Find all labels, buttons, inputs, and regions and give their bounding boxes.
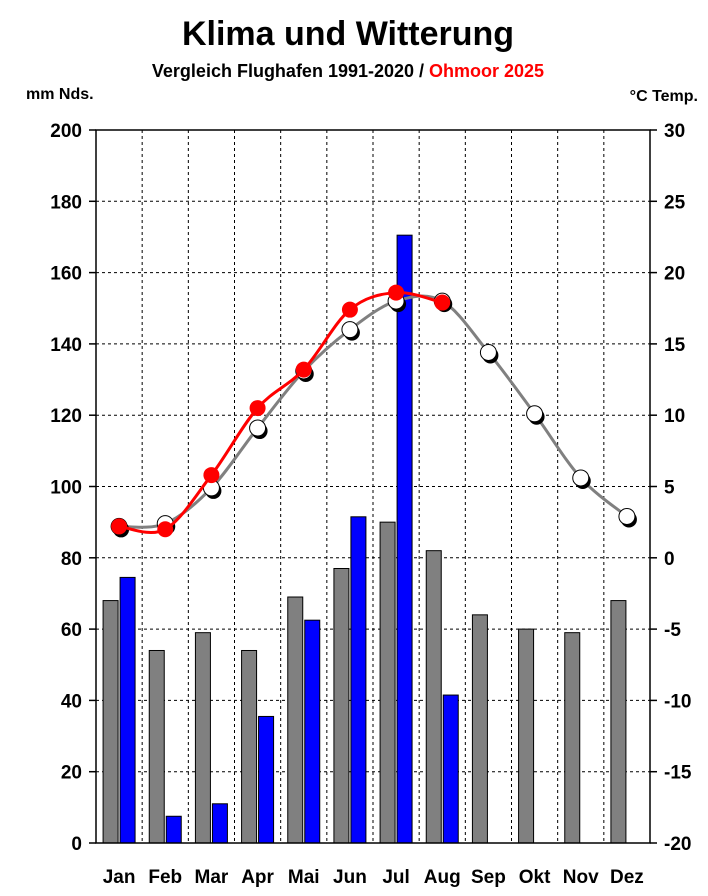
bars [102,234,627,844]
y-left-tick-label: 20 [61,763,82,784]
bar-precip-normal [564,632,581,844]
chart-subtitle: Vergleich Flughafen 1991-2020 / Ohmoor 2… [152,61,544,81]
y-right-tick-label: 30 [664,121,685,142]
marker-temp-normal [526,405,544,423]
bar-precip-normal [241,649,258,844]
y-right-tick-label: 15 [664,335,686,356]
y-right-tick-label: 20 [664,264,685,285]
bar-precip-2025 [396,234,413,844]
marker-temp-2025 [157,521,174,538]
x-tick-label: Mai [288,867,320,888]
y-right-axis-label: °C Temp. [630,88,698,105]
axes [89,129,657,844]
y-right-tick-label: -10 [664,691,691,712]
y-left-tick-label: 180 [50,192,82,213]
subtitle-current-year: Ohmoor 2025 [429,61,544,81]
bar-precip-normal [610,600,627,844]
subtitle-reference: Vergleich Flughafen 1991-2020 / [152,61,429,81]
marker-temp-2025 [341,301,358,318]
bar-precip-2025 [211,803,228,844]
marker-temp-normal [572,469,590,487]
x-tick-label: Jan [103,867,136,888]
y-left-tick-label: 40 [61,691,82,712]
x-tick-label: Jun [333,867,367,888]
y-left-tick-label: 200 [50,121,82,142]
marker-temp-normal [341,321,359,339]
y-left-tick-label: 60 [61,620,82,641]
bar-precip-normal [379,521,396,844]
bar-precip-normal [194,632,211,844]
y-left-tick-label: 140 [50,335,82,356]
marker-temp-2025 [295,361,312,378]
chart-title: Klima und Witterung [182,15,514,53]
temperature-lines [110,284,637,538]
tick-labels: 0 -20 20 -15 40 -10 60 -5 80 0 100 5 120 10 140 15 160 20… [50,121,692,888]
marker-temp-normal [618,507,636,525]
bar-precip-2025 [119,576,136,844]
x-tick-label: Nov [563,867,599,888]
bar-precip-normal [518,628,535,844]
y-right-tick-label: 0 [664,549,675,570]
y-left-tick-label: 120 [50,406,82,427]
marker-temp-2025 [388,284,405,301]
y-left-tick-label: 100 [50,478,82,499]
x-tick-label: Apr [241,867,274,888]
bar-precip-2025 [304,619,321,844]
bar-precip-2025 [165,815,182,844]
bar-precip-2025 [258,715,275,844]
marker-temp-normal [479,343,497,361]
y-right-tick-label: -5 [664,620,681,641]
y-left-tick-label: 160 [50,264,82,285]
y-left-tick-label: 80 [61,549,82,570]
y-right-tick-label: -15 [664,763,692,784]
x-tick-label: Mar [195,867,229,888]
y-right-tick-label: -20 [664,834,691,855]
bar-precip-normal [471,614,488,844]
x-tick-label: Aug [424,867,461,888]
y-right-tick-label: 5 [664,478,675,499]
marker-temp-2025 [203,467,220,484]
marker-temp-2025 [434,294,451,311]
bar-precip-normal [102,600,119,844]
x-tick-label: Okt [519,867,551,888]
bar-precip-normal [148,649,165,844]
marker-temp-2025 [111,518,128,535]
x-tick-label: Feb [148,867,182,888]
y-right-tick-label: 25 [664,192,686,213]
bar-precip-normal [425,550,442,844]
y-left-tick-label: 0 [71,834,82,855]
y-right-tick-label: 10 [664,406,685,427]
bar-precip-normal [333,567,350,844]
x-tick-label: Dez [610,867,644,888]
grid [96,130,650,843]
marker-temp-2025 [249,400,266,417]
y-left-axis-label: mm Nds. [26,86,94,103]
x-tick-label: Sep [471,867,506,888]
x-tick-label: Jul [382,867,409,888]
bar-precip-2025 [350,516,367,844]
bar-precip-2025 [442,694,459,844]
bar-precip-normal [287,596,304,844]
marker-temp-normal [249,419,267,437]
